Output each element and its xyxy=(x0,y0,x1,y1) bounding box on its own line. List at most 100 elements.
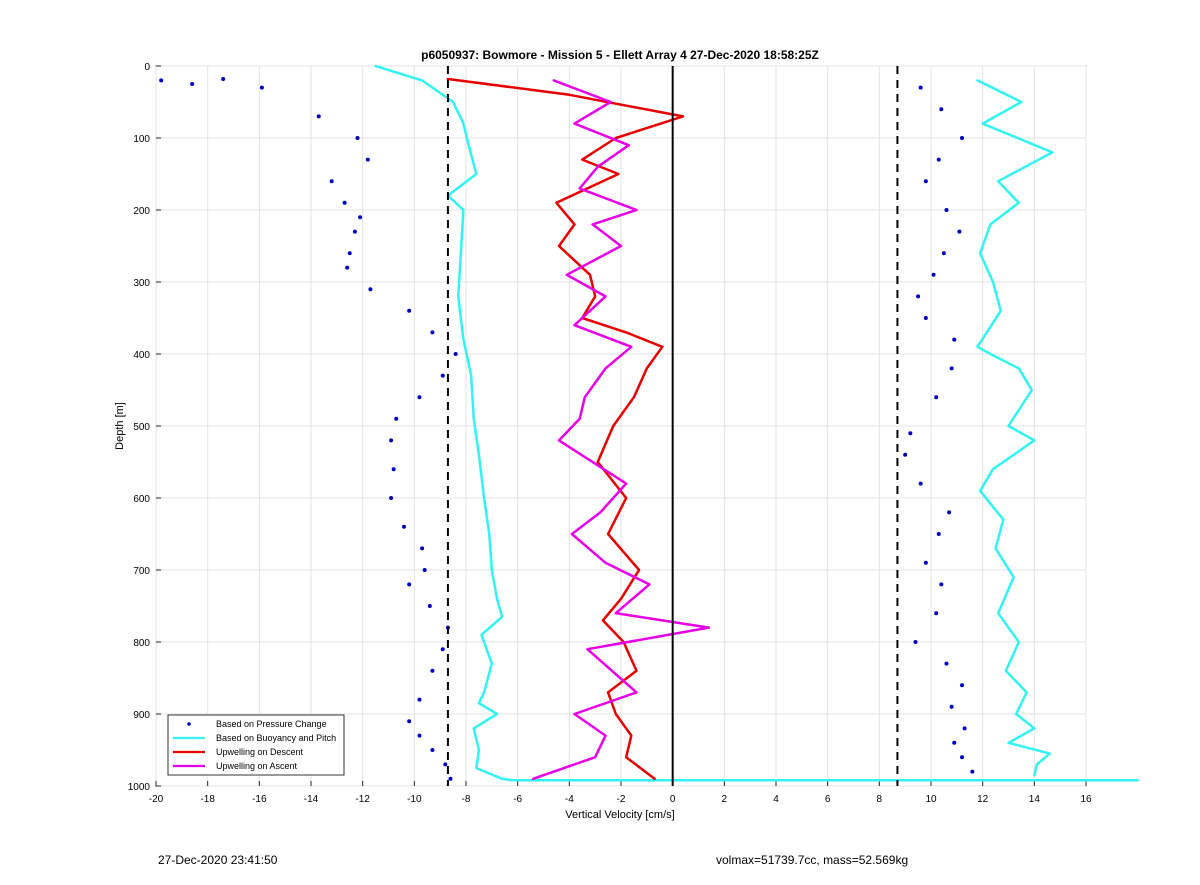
y-tick-label: 900 xyxy=(133,710,150,721)
pressure-change-point xyxy=(936,532,941,536)
tick-layer: -20 -18 -16 -14 -12 -10 -8 -6 -4 -2 0 2 4 6 8 10 12 14 160… xyxy=(128,62,1092,805)
pressure-change-point xyxy=(957,229,962,234)
x-tick-label: -18 xyxy=(200,794,215,805)
x-axis-label: Vertical Velocity [cm/s] xyxy=(565,809,674,821)
pressure-change-point xyxy=(944,661,949,666)
x-tick-label: 2 xyxy=(722,794,728,805)
y-tick-label: 500 xyxy=(133,422,150,433)
x-tick-label: -12 xyxy=(355,794,370,805)
pressure-change-point xyxy=(407,308,412,313)
pressure-change-point xyxy=(440,647,445,652)
buoyancy-series-line xyxy=(374,64,1139,782)
pressure-change-point xyxy=(259,85,264,90)
pressure-change-point xyxy=(949,704,954,709)
x-tick-label: -20 xyxy=(149,794,164,805)
pressure-change-point xyxy=(417,697,422,702)
x-tick-label: -16 xyxy=(252,794,267,805)
x-tick-label: 4 xyxy=(773,794,779,805)
pressure-change-point xyxy=(931,272,936,277)
pressure-change-point xyxy=(391,467,396,472)
pressure-change-point xyxy=(949,366,954,371)
x-tick-label: -4 xyxy=(565,794,574,805)
x-tick-label: 16 xyxy=(1080,794,1092,805)
pressure-change-point xyxy=(923,560,928,565)
pressure-change-point xyxy=(947,510,952,515)
pressure-change-point xyxy=(918,481,923,486)
pressure-change-point xyxy=(430,668,435,673)
pressure-change-point xyxy=(316,114,321,119)
pressure-change-point xyxy=(368,287,373,292)
x-tick-label: 12 xyxy=(977,794,989,805)
pressure-change-point xyxy=(221,76,226,81)
x-tick-label: 10 xyxy=(925,794,937,805)
x-tick-label: -2 xyxy=(617,794,626,805)
pressure-change-point xyxy=(427,604,432,608)
pressure-change-point xyxy=(960,683,964,688)
pressure-change-point xyxy=(918,85,923,90)
y-tick-label: 200 xyxy=(133,206,150,217)
pressure-change-point xyxy=(342,200,347,205)
pressure-change-point xyxy=(923,316,928,320)
x-tick-label: 0 xyxy=(670,794,676,805)
y-tick-label: 400 xyxy=(133,350,150,361)
pressure-change-point xyxy=(443,762,448,767)
pressure-change-point xyxy=(913,640,918,644)
footer-volmass: volmax=51739.7cc, mass=52.569kg xyxy=(716,853,909,867)
pressure-change-point xyxy=(417,733,422,738)
pressure-change-point xyxy=(389,438,394,443)
footer-timestamp: 27-Dec-2020 23:41:50 xyxy=(158,853,278,867)
x-tick-label: 14 xyxy=(1029,794,1041,805)
legend-label-ascent: Upwelling on Ascent xyxy=(216,761,298,771)
y-tick-label: 100 xyxy=(133,134,150,145)
pressure-change-point xyxy=(159,78,164,83)
legend: Based on Pressure Change Based on Buoyan… xyxy=(167,714,345,776)
pressure-change-point xyxy=(944,208,949,212)
pressure-change-point xyxy=(389,496,394,500)
pressure-change-point xyxy=(916,294,921,299)
buoyancy-series-line xyxy=(976,79,1054,777)
pressure-change-point xyxy=(934,395,939,400)
grid-layer xyxy=(155,65,1087,787)
pressure-change-point xyxy=(407,582,412,587)
pressure-change-point xyxy=(420,546,425,551)
pressure-change-point xyxy=(939,107,944,112)
pressure-change-point xyxy=(407,719,412,724)
pressure-change-point xyxy=(962,726,967,731)
y-tick-label: 700 xyxy=(133,566,150,577)
y-tick-label: 300 xyxy=(133,278,150,289)
pressure-change-point xyxy=(941,251,946,256)
pressure-change-point xyxy=(448,776,453,781)
pressure-change-point xyxy=(345,265,350,270)
x-tick-label: 6 xyxy=(825,794,831,805)
pressure-change-point xyxy=(952,740,957,745)
pressure-change-point xyxy=(329,179,334,184)
pressure-change-point xyxy=(440,373,445,378)
x-tick-label: -14 xyxy=(304,794,319,805)
pressure-change-point xyxy=(355,136,360,140)
pressure-change-point xyxy=(358,215,363,220)
y-tick-label: 0 xyxy=(144,62,150,73)
legend-label-descent: Upwelling on Descent xyxy=(216,747,304,757)
y-tick-label: 1000 xyxy=(128,782,151,793)
pressure-change-point xyxy=(190,82,195,86)
pressure-change-point xyxy=(402,524,406,529)
pressure-change-point xyxy=(908,431,913,436)
y-axis-label: Depth [m] xyxy=(114,402,126,450)
pressure-change-point xyxy=(352,229,357,234)
pressure-change-point xyxy=(923,179,928,184)
legend-label-pressure: Based on Pressure Change xyxy=(216,719,327,729)
pressure-change-point xyxy=(960,136,964,140)
pressure-change-point xyxy=(970,769,975,774)
pressure-change-point xyxy=(430,748,435,752)
pressure-change-point xyxy=(422,568,427,572)
legend-marker-pressure xyxy=(187,722,191,726)
pressure-change-point xyxy=(417,395,422,400)
ascent-series-line xyxy=(531,79,711,781)
pressure-change-point xyxy=(430,330,435,335)
pressure-change-point xyxy=(960,755,964,760)
x-tick-label: -6 xyxy=(513,794,522,805)
pressure-change-point xyxy=(952,337,957,342)
x-tick-label: -10 xyxy=(407,794,422,805)
